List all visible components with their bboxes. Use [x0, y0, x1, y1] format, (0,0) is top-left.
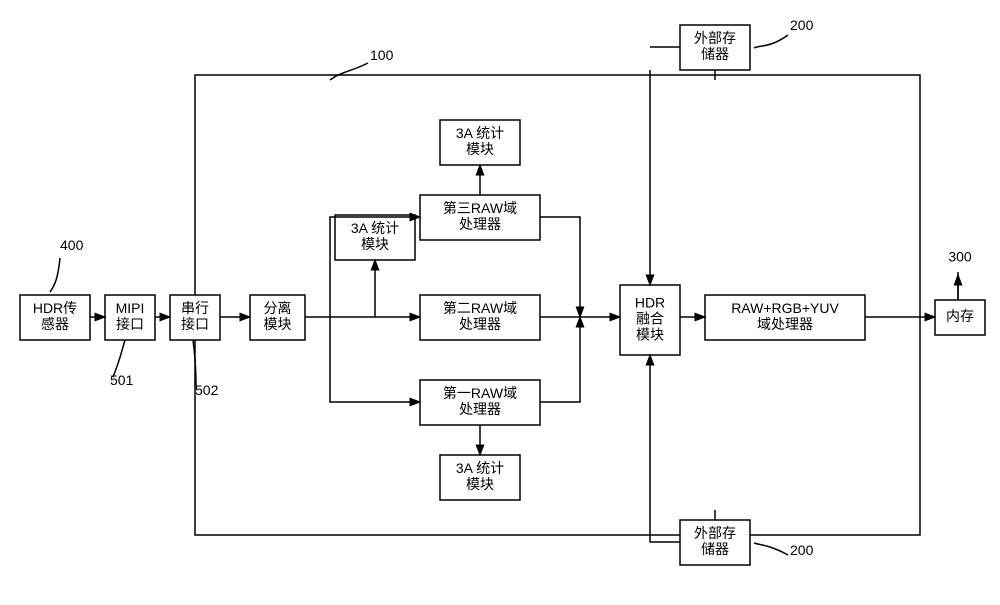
label-raw2-1: 处理器: [459, 316, 501, 332]
label-raw2-0: 第二RAW域: [443, 300, 517, 316]
label-raw1-0: 第一RAW域: [443, 385, 517, 401]
label-hdr-sensor-1: 感器: [41, 316, 69, 332]
label-memory-0: 内存: [946, 308, 974, 324]
label-raw-rgb-yuv-1: 域处理器: [757, 316, 813, 332]
label-mipi-0: MIPI: [116, 300, 145, 316]
label-stat3a-bot-1: 模块: [466, 476, 494, 492]
label-raw-rgb-yuv-0: RAW+RGB+YUV: [731, 300, 839, 316]
label-split-0: 分离: [264, 300, 292, 316]
label-serial-0: 串行: [181, 300, 209, 316]
callout-line-200b: [754, 543, 788, 555]
label-stat3a-top-1: 模块: [466, 141, 494, 157]
label-hdr-fusion-0: HDR: [635, 295, 665, 311]
callout-200b: 200: [790, 542, 814, 558]
label-split-1: 模块: [264, 316, 292, 332]
label-stat3a-bot-0: 3A 统计: [456, 460, 504, 476]
label-hdr-sensor-0: HDR传: [33, 300, 77, 316]
label-stat3a-top-0: 3A 统计: [456, 125, 504, 141]
label-raw3-0: 第三RAW域: [443, 200, 517, 216]
callout-502: 502: [195, 382, 219, 398]
label-stat3a-mid-1: 模块: [361, 236, 389, 252]
label-stat3a-mid-0: 3A 统计: [351, 220, 399, 236]
label-hdr-fusion-2: 模块: [636, 327, 664, 343]
callout-line-200a: [754, 35, 788, 48]
callout-501: 501: [110, 372, 134, 388]
label-memory-label-0: 300: [948, 249, 972, 265]
label-raw1-1: 处理器: [459, 401, 501, 417]
label-raw3-1: 处理器: [459, 216, 501, 232]
label-hdr-fusion-1: 融合: [636, 311, 664, 327]
label-ext-bot-0: 外部存: [694, 525, 736, 541]
callout-400: 400: [60, 237, 84, 253]
label-ext-top-1: 储器: [701, 46, 729, 62]
callout-100: 100: [370, 47, 394, 63]
label-mipi-1: 接口: [116, 316, 144, 332]
label-ext-top-0: 外部存: [694, 30, 736, 46]
label-serial-1: 接口: [181, 316, 209, 332]
label-ext-bot-1: 储器: [701, 541, 729, 557]
callout-line-400: [50, 258, 60, 292]
callout-200a: 200: [790, 17, 814, 33]
